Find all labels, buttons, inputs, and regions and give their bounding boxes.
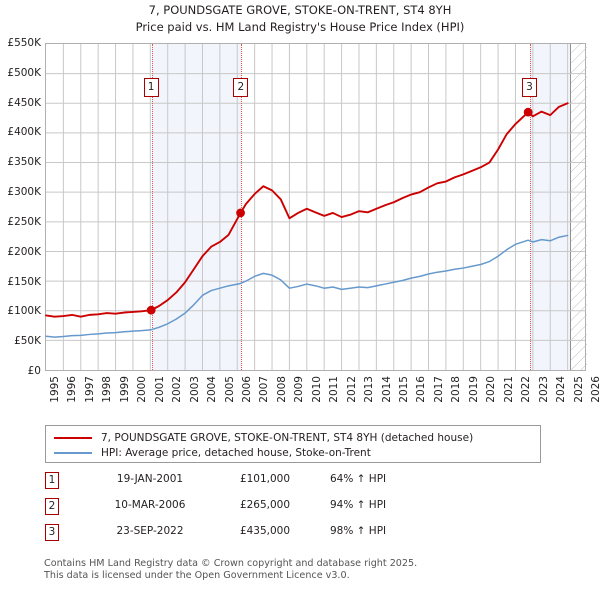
- legend-label-hpi: HPI: Average price, detached house, Stok…: [101, 446, 371, 459]
- x-tick-label: 2023: [537, 376, 550, 403]
- x-tick-label: 2026: [590, 376, 600, 403]
- x-tick-label: 2019: [467, 376, 480, 403]
- plot-area: [45, 43, 587, 371]
- transaction-badge-1: 1: [45, 472, 59, 489]
- x-tick-label: 2020: [485, 376, 498, 403]
- x-tick-label: 1999: [118, 376, 131, 403]
- legend-item-hpi: HPI: Average price, detached house, Stok…: [52, 445, 534, 460]
- chart-title-line-1: 7, POUNDSGATE GROVE, STOKE-ON-TRENT, ST4…: [148, 3, 452, 17]
- x-tick-label: 2014: [380, 376, 393, 403]
- x-tick-label: 2006: [240, 376, 253, 403]
- chart-title-line-2: Price paid vs. HM Land Registry's House …: [135, 20, 465, 34]
- x-tick-label: 2024: [555, 376, 568, 403]
- y-tick-label: £550K: [7, 37, 41, 49]
- x-tick-label: 1996: [66, 376, 79, 403]
- forecast-hatch: [569, 44, 587, 370]
- legend-label-price-paid: 7, POUNDSGATE GROVE, STOKE-ON-TRENT, ST4…: [101, 431, 474, 444]
- chart-gridlines: [46, 44, 585, 370]
- footer-attribution: Contains HM Land Registry data © Crown c…: [44, 558, 564, 581]
- x-tick-label: 2021: [502, 376, 515, 403]
- transaction-hpi-delta-3: 98% ↑ HPI: [330, 525, 387, 537]
- marker-vline-3: [529, 44, 531, 370]
- x-tick-label: 2002: [171, 376, 184, 403]
- table-row: 1 19-JAN-2001 £101,000 64% ↑ HPI: [45, 472, 465, 498]
- y-tick-label: £250K: [7, 215, 41, 228]
- x-tick-label: 2003: [188, 376, 201, 403]
- x-tick-label: 2008: [275, 376, 288, 403]
- x-tick-label: 2013: [363, 376, 376, 403]
- y-tick-label: £50K: [14, 335, 41, 348]
- transaction-price-1: £101,000: [239, 473, 291, 485]
- legend-swatch-price-paid: [54, 436, 92, 439]
- y-tick-label: £450K: [7, 96, 41, 109]
- x-tick-label: 2007: [258, 376, 271, 403]
- legend-swatch-hpi: [54, 451, 92, 454]
- marker-vline-2: [241, 44, 243, 370]
- footer-line-1: Contains HM Land Registry data © Crown c…: [44, 558, 418, 569]
- x-tick-label: 2004: [206, 376, 219, 403]
- highlight-band-2: [529, 44, 570, 370]
- x-tick-label: 1997: [83, 376, 96, 403]
- x-tick-label: 2015: [398, 376, 411, 403]
- marker-flag-2: 2: [233, 78, 249, 97]
- x-tick-label: 2005: [223, 376, 236, 403]
- x-tick-label: 1995: [49, 376, 61, 403]
- y-tick-label: £150K: [7, 275, 41, 288]
- x-tick-label: 2009: [293, 376, 306, 403]
- transaction-price-3: £435,000: [239, 525, 291, 537]
- x-tick-label: 2001: [153, 376, 166, 403]
- legend-item-price-paid: 7, POUNDSGATE GROVE, STOKE-ON-TRENT, ST4…: [52, 430, 534, 445]
- x-tick-label: 2022: [520, 376, 533, 403]
- x-tick-label: 2017: [432, 376, 445, 403]
- footer-line-2: This data is licensed under the Open Gov…: [44, 569, 350, 581]
- marker-flag-1: 1: [143, 78, 159, 97]
- table-row: 2 10-MAR-2006 £265,000 94% ↑ HPI: [45, 498, 465, 524]
- transaction-date-1: 19-JAN-2001: [116, 473, 184, 485]
- y-tick-label: £0: [27, 365, 41, 377]
- chart-legend: 7, POUNDSGATE GROVE, STOKE-ON-TRENT, ST4…: [45, 425, 541, 463]
- y-tick-label: £200K: [7, 245, 41, 258]
- marker-vline-1: [151, 44, 153, 370]
- x-tick-label: 2025: [572, 376, 585, 403]
- transaction-date-2: 10-MAR-2006: [114, 499, 186, 511]
- chart-title-block: 7, POUNDSGATE GROVE, STOKE-ON-TRENT, ST4…: [0, 2, 600, 36]
- x-tick-label: 2000: [136, 376, 149, 403]
- transaction-hpi-delta-2: 94% ↑ HPI: [330, 499, 387, 511]
- y-tick-label: £300K: [7, 186, 41, 199]
- transaction-hpi-delta-1: 64% ↑ HPI: [330, 473, 387, 485]
- x-tick-label: 2012: [345, 376, 358, 403]
- transaction-price-2: £265,000: [239, 499, 291, 511]
- transaction-badge-2: 2: [45, 498, 59, 515]
- x-tick-label: 2010: [310, 376, 323, 403]
- x-tick-label: 2016: [415, 376, 428, 403]
- transaction-date-3: 23-SEP-2022: [116, 525, 184, 537]
- x-tick-label: 1998: [101, 376, 114, 403]
- table-row: 3 23-SEP-2022 £435,000 98% ↑ HPI: [45, 524, 465, 550]
- x-tick-label: 2011: [328, 376, 341, 403]
- transactions-table: 1 19-JAN-2001 £101,000 64% ↑ HPI 2 10-MA…: [45, 472, 465, 550]
- x-tick-label: 2018: [450, 376, 463, 403]
- y-tick-label: £400K: [7, 126, 41, 139]
- y-tick-label: £500K: [7, 66, 41, 79]
- transaction-badge-3: 3: [45, 524, 59, 541]
- y-tick-label: £350K: [7, 156, 41, 169]
- chart-series-layer: [45, 102, 569, 338]
- highlight-band-1: [151, 44, 242, 370]
- y-tick-label: £100K: [7, 305, 41, 318]
- marker-flag-3: 3: [521, 78, 537, 97]
